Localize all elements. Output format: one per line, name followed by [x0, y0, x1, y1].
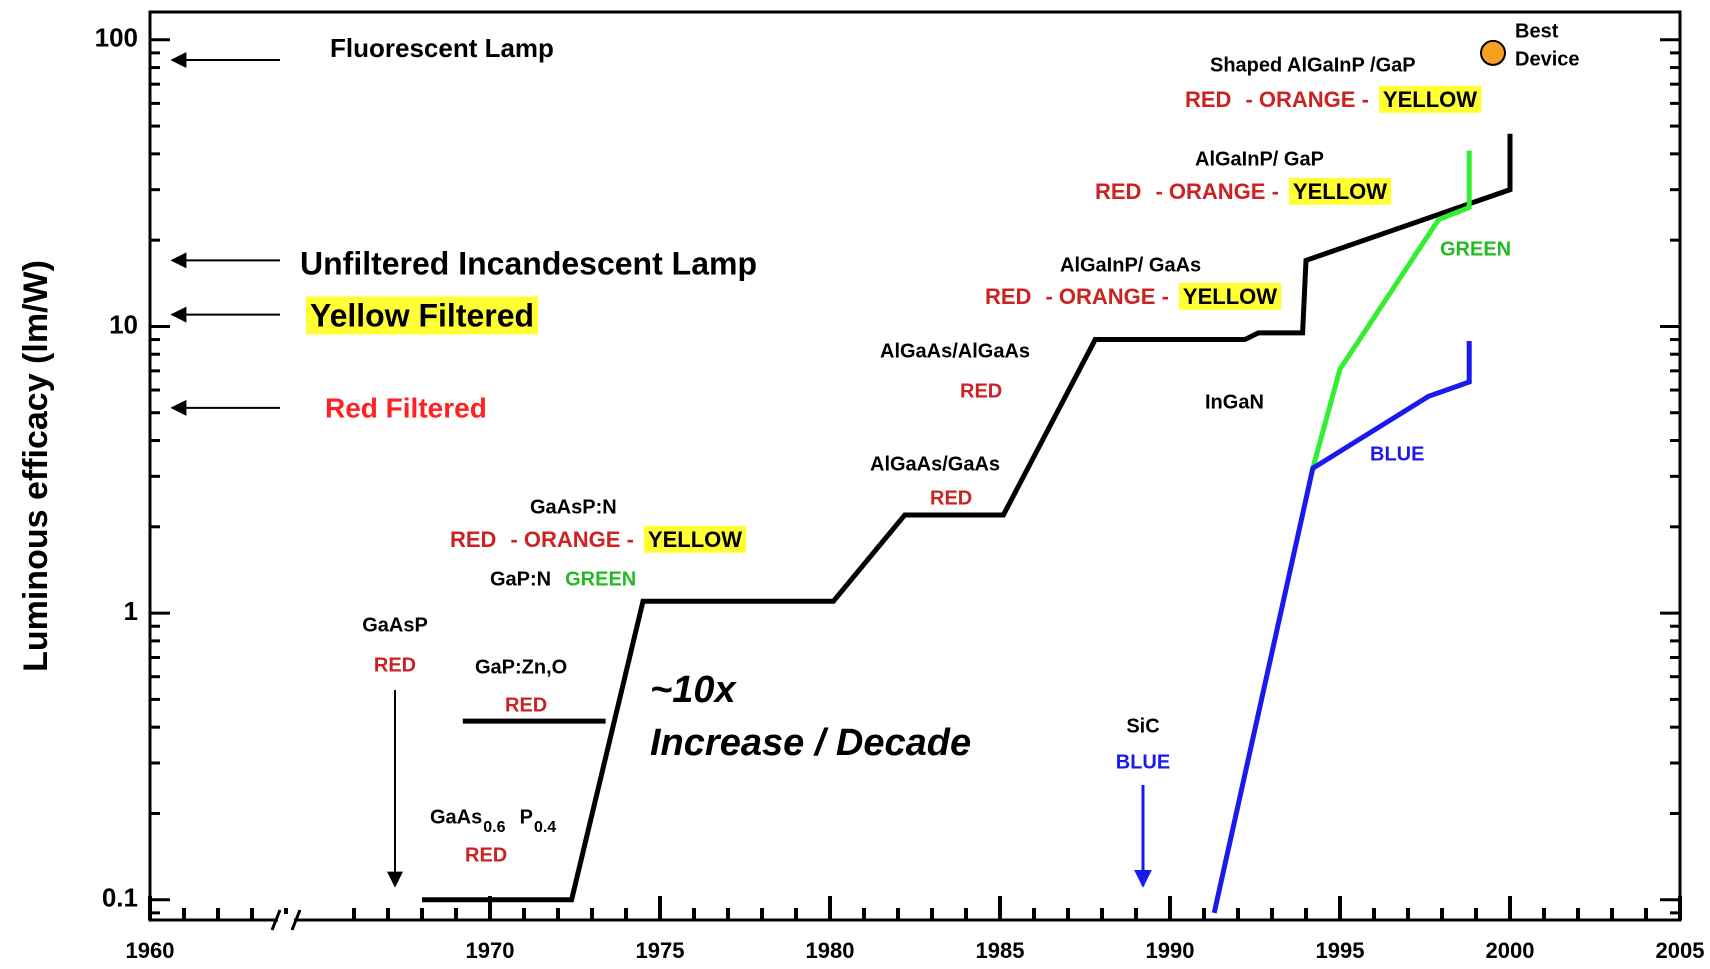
annotation: RED	[930, 487, 972, 509]
annotation: GREEN	[565, 568, 636, 590]
series-line	[1211, 340, 1472, 914]
annotation: RED	[465, 844, 507, 866]
x-tick-label: 2000	[1486, 938, 1535, 963]
x-tick-label: 1985	[976, 938, 1025, 963]
annotation: SiC	[1126, 715, 1159, 737]
series-line	[422, 133, 1513, 903]
annotation: - ORANGE -	[510, 527, 633, 552]
y-tick-label: 100	[95, 23, 138, 53]
annotation: RED	[374, 654, 416, 676]
y-tick-label: 0.1	[102, 883, 138, 913]
annotation: AlGaAs/AlGaAs	[880, 340, 1030, 362]
annotation: Best	[1515, 20, 1559, 42]
y-tick-label: 1	[124, 596, 138, 626]
annotation: GaP:Zn,O	[475, 656, 567, 678]
annotation: P	[520, 806, 533, 828]
annotation: Yellow Filtered	[310, 297, 534, 333]
annotation: AlGaInP/ GaAs	[1060, 254, 1201, 276]
annotation: ~10x	[650, 669, 737, 711]
annotation: GaAs	[430, 806, 482, 828]
x-tick-label: 1980	[806, 938, 855, 963]
annotation: Red Filtered	[325, 392, 487, 423]
annotation: RED	[1185, 87, 1231, 112]
annotation: BLUE	[1116, 751, 1170, 773]
annotation: GREEN	[1440, 238, 1511, 260]
plot-frame	[148, 10, 1682, 922]
annotation: GaAsP	[362, 614, 428, 636]
annotation: RED	[450, 527, 496, 552]
axis-break	[290, 909, 302, 931]
x-tick-label: 1960	[126, 938, 175, 963]
annotation: - ORANGE -	[1045, 284, 1168, 309]
annotation: YELLOW	[648, 527, 742, 552]
annotation: 0.6	[483, 819, 505, 836]
x-tick-label: 1970	[466, 938, 515, 963]
best-device-point	[1480, 39, 1506, 66]
annotation: AlGaAs/GaAs	[870, 453, 1000, 475]
annotation: YELLOW	[1293, 179, 1387, 204]
annotation: Device	[1515, 48, 1580, 70]
annotation: RED	[505, 694, 547, 716]
annotation: AlGaInP/ GaP	[1195, 148, 1324, 170]
x-tick-label: 1975	[636, 938, 685, 963]
annotation: RED	[960, 380, 1002, 402]
annotation: YELLOW	[1183, 284, 1277, 309]
highlight	[1288, 177, 1392, 205]
annotation: - ORANGE -	[1245, 87, 1368, 112]
annotation: RED	[1095, 179, 1141, 204]
annotation: InGaN	[1205, 391, 1264, 413]
annotation: RED	[985, 284, 1031, 309]
x-tick-label: 2005	[1656, 938, 1705, 963]
axis-break	[270, 909, 282, 931]
annotation: - ORANGE -	[1155, 179, 1278, 204]
series-line	[1310, 150, 1472, 469]
annotation: BLUE	[1370, 443, 1424, 465]
annotation: Fluorescent Lamp	[330, 33, 554, 63]
annotation: Increase / Decade	[650, 722, 971, 764]
highlight	[1178, 282, 1282, 310]
highlight	[643, 525, 747, 553]
annotation: Unfiltered Incandescent Lamp	[300, 245, 757, 281]
annotation: 0.4	[534, 819, 556, 836]
annotation: GaP:N	[490, 568, 551, 590]
x-tick-label: 1990	[1146, 938, 1195, 963]
annotation: GaAsP:N	[530, 496, 617, 518]
annotation: Shaped AlGaInP /GaP	[1210, 54, 1416, 76]
y-tick-label: 10	[109, 309, 138, 339]
axis-break	[278, 914, 294, 926]
annotation: YELLOW	[1383, 87, 1477, 112]
highlight	[1378, 85, 1482, 113]
y-axis-label: Luminous efficacy (lm/W)	[17, 260, 55, 672]
highlight	[306, 296, 539, 335]
x-tick-label: 1995	[1316, 938, 1365, 963]
